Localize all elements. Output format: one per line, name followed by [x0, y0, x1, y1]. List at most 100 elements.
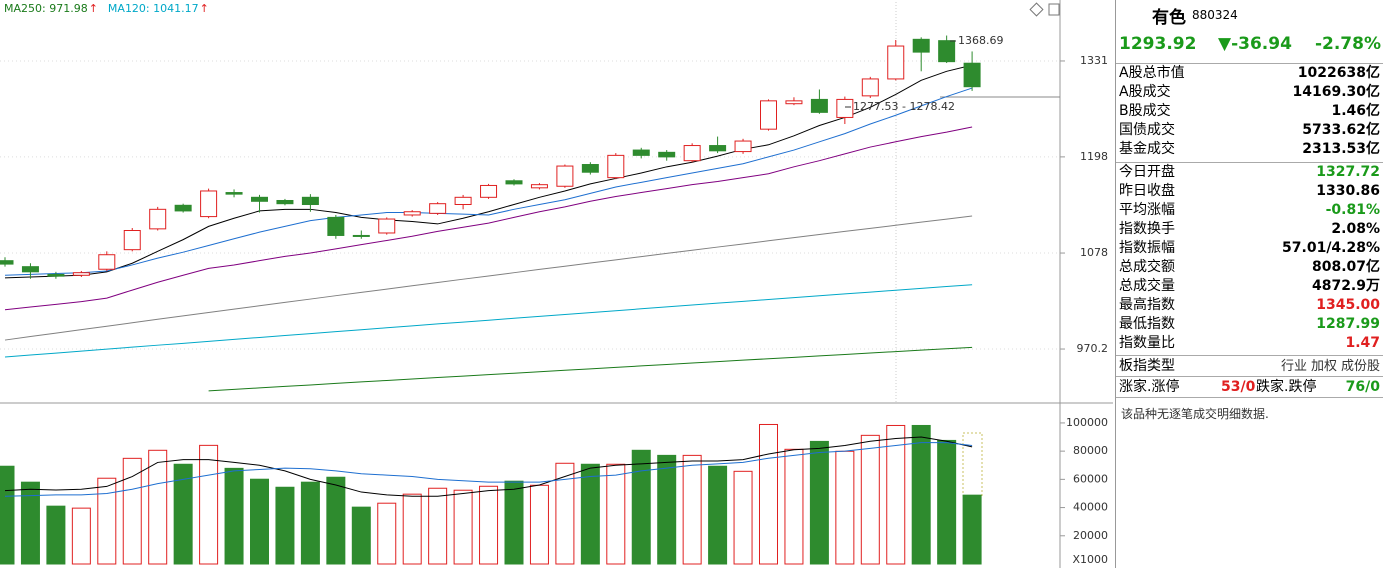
ma-line: [4, 126, 973, 311]
info-row: 昨日收盘 1330.86: [1116, 182, 1383, 201]
volume-bar: [886, 424, 906, 565]
candle-body: [734, 140, 752, 153]
info-row: 最高指数 1345.00: [1116, 296, 1383, 315]
y-tick-label: 100000: [1066, 416, 1108, 429]
index-type-options: 行业 加权 成份股: [1277, 357, 1380, 376]
unit-label: X1000: [1072, 553, 1108, 566]
volume-bar: [224, 467, 244, 565]
volume-bar: [20, 481, 40, 565]
ma-line: [208, 346, 973, 392]
info-label: 昨日收盘: [1119, 182, 1175, 199]
candle-body: [632, 149, 650, 156]
ma-line: [4, 442, 973, 497]
legend-label: MA250: 971.98: [4, 2, 88, 15]
info-value: 1327.72: [1316, 163, 1380, 180]
volume-bar: [250, 478, 269, 565]
candle-body: [963, 62, 981, 88]
panel-name: 有色: [1152, 8, 1186, 28]
y-tick-label: 1198: [1080, 150, 1108, 163]
info-row: 总成交量 4872.9万: [1116, 277, 1383, 296]
candle-body: [98, 254, 116, 270]
volume-bar: [46, 505, 66, 565]
index-type-option[interactable]: 行业: [1280, 358, 1307, 374]
separator: [1116, 396, 1383, 398]
index-type-option[interactable]: 加权: [1310, 358, 1337, 374]
volume-bar: [937, 439, 957, 565]
candle-body: [658, 151, 676, 158]
candle-body: [149, 208, 167, 230]
panel-price: 1293.92: [1119, 34, 1197, 54]
candle-body: [21, 266, 39, 273]
info-value: 2313.53亿: [1302, 141, 1380, 158]
info-value: 1345.00: [1316, 297, 1380, 314]
volume-bar: [428, 487, 448, 565]
index-type-option[interactable]: 成份股: [1340, 358, 1380, 374]
candle-body: [251, 196, 268, 202]
info-row: 国债成交 5733.62亿: [1116, 121, 1383, 140]
info-value: 1330.86: [1316, 182, 1380, 199]
separator: [1116, 63, 1383, 64]
icon[interactable]: [1029, 2, 1044, 17]
candle-body: [301, 196, 319, 205]
candle-body: [530, 184, 548, 189]
ma-line: [4, 87, 973, 276]
info-label: 板指类型: [1119, 357, 1175, 374]
candle-body: [505, 180, 523, 185]
candle-body: [0, 260, 14, 265]
candle-body: [403, 211, 421, 216]
ma-line: [4, 64, 973, 279]
volume-bar: [453, 489, 473, 565]
separator: [1116, 354, 1383, 356]
candle-body: [327, 216, 345, 236]
icon[interactable]: [1048, 3, 1060, 16]
volume-bar: [733, 470, 753, 565]
volume-bar: [860, 434, 880, 565]
volume-bar: [529, 484, 549, 565]
volume-bar: [631, 449, 651, 565]
ma-line: [4, 284, 973, 358]
info-label: 国债成交: [1119, 122, 1175, 139]
volume-bar: [0, 465, 15, 565]
info-row: 平均涨幅 -0.81%: [1116, 201, 1383, 220]
info-label: B股成交: [1119, 103, 1171, 120]
info-value: 1.46亿: [1331, 103, 1380, 120]
candle-body: [276, 199, 294, 205]
info-row: A股成交 14169.30亿: [1116, 83, 1383, 102]
candle-body: [709, 145, 727, 152]
info-label: A股总市值: [1119, 65, 1185, 81]
info-row: 最低指数 1287.99: [1116, 315, 1383, 334]
breadth-value: 53/0: [1221, 378, 1256, 395]
candle-body: [938, 40, 956, 63]
candle-body: [47, 273, 65, 277]
legend-label: MA120: 1041.17: [108, 2, 199, 15]
candle-body: [429, 203, 447, 214]
volume-bar: [148, 449, 168, 565]
info-row: 指数换手 2.08%: [1116, 220, 1383, 239]
volume-bar: [199, 444, 219, 565]
panel-change-pct: -2.78%: [1314, 34, 1381, 54]
info-row: 板指类型 行业 加权 成份股: [1116, 357, 1383, 376]
panel-note: 该品种无逐笔成交明细数据.: [1121, 406, 1269, 421]
ma-line: [4, 436, 973, 497]
info-label: 总成交额: [1119, 259, 1175, 275]
breadth-value: 76/0: [1345, 378, 1380, 395]
info-value: 5733.62亿: [1302, 122, 1380, 139]
candle-body: [810, 98, 828, 113]
info-row: 今日开盘 1327.72: [1116, 163, 1383, 182]
y-tick-label: 20000: [1073, 529, 1108, 542]
volume-bar: [784, 448, 804, 565]
volume-bar: [962, 494, 982, 565]
breadth-label: 跌家.跌停: [1256, 378, 1317, 395]
volume-bar: [71, 507, 91, 565]
info-label: 总成交量: [1119, 278, 1175, 295]
panel-change: ▼-36.94: [1218, 34, 1292, 54]
candle-body: [174, 204, 192, 212]
candle-body: [581, 164, 599, 173]
info-row: 指数振幅 57.01/4.28%: [1116, 239, 1383, 258]
separator: [1116, 161, 1383, 163]
y-tick-label: 60000: [1073, 472, 1108, 485]
info-label: A股成交: [1119, 84, 1171, 101]
candle-body: [123, 230, 141, 251]
candle-body: [683, 145, 701, 162]
annotation: 1368.69: [958, 34, 1004, 47]
